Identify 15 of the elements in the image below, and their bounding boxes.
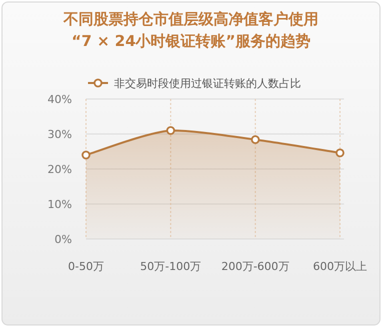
point [166, 126, 176, 135]
point [82, 150, 90, 160]
point [250, 135, 260, 144]
x-tick-label: 50万-100万 [140, 260, 202, 273]
y-tick-label: 40% [48, 93, 72, 106]
x-tick-label: 600万以上 [313, 260, 367, 273]
chart-title: 不同股票持仓市值层级高净值客户使用 “7 × 24小时银证转账”服务的趋势 [62, 10, 318, 50]
x-tick-label: 0-50万 [68, 260, 104, 273]
legend-label: 非交易时段使用过银证转账的人数占比 [114, 77, 301, 90]
y-tick-label: 0% [54, 233, 72, 246]
y-tick-label: 20% [48, 163, 72, 176]
y-tick-label: 10% [48, 198, 72, 211]
point [336, 148, 344, 158]
y-tick-label: 30% [48, 128, 72, 141]
x-tick-label: 200万-600万 [221, 260, 290, 273]
